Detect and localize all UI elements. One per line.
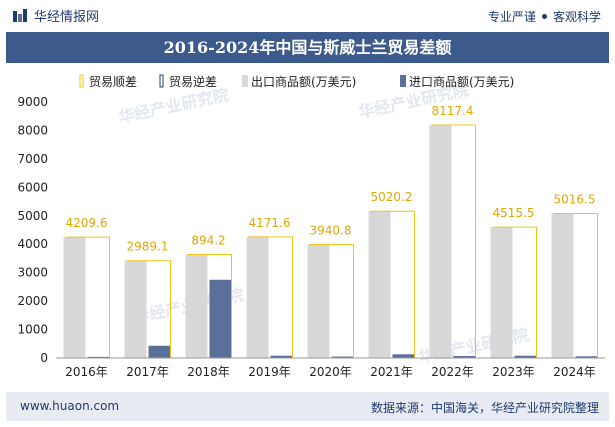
y-tick-label: 9000 xyxy=(17,95,48,109)
surplus-bar xyxy=(492,226,537,358)
x-tick-label: 2018年 xyxy=(187,365,230,379)
import-bar xyxy=(453,356,476,358)
import-bar xyxy=(270,355,293,358)
data-label: 894.2 xyxy=(191,233,225,247)
x-tick-label: 2021年 xyxy=(370,365,413,379)
x-tick-label: 2019年 xyxy=(248,365,291,379)
data-label: 8117.4 xyxy=(432,104,474,118)
data-label: 4515.5 xyxy=(493,206,535,220)
y-tick-label: 4000 xyxy=(17,237,48,251)
export-bar xyxy=(246,236,269,358)
x-tick-label: 2022年 xyxy=(431,365,474,379)
dot-icon xyxy=(541,14,547,19)
import-bar xyxy=(209,279,232,358)
surplus-bar xyxy=(370,210,415,358)
legend-swatch-surplus xyxy=(79,74,84,88)
x-tick-label: 2016年 xyxy=(65,365,108,379)
x-tick-label: 2023年 xyxy=(492,365,535,379)
footer-source: 数据来源：中国海关，华经产业研究院整理 xyxy=(370,401,599,415)
legend-label-surplus: 贸易顺差 xyxy=(89,75,137,89)
y-tick-label: 1000 xyxy=(17,323,48,337)
export-bar xyxy=(185,254,208,358)
watermark-0: 华经产业研究院 xyxy=(117,85,231,127)
tagline: 专业严谨 客观科学 xyxy=(488,8,601,25)
export-bar xyxy=(551,213,574,358)
chart-title: 2016-2024年中国与斯威士兰贸易差额 xyxy=(6,32,609,63)
legend-swatch-deficit xyxy=(159,74,164,88)
brand[interactable]: 华经情报网 xyxy=(12,6,99,25)
data-label: 4209.6 xyxy=(66,216,108,230)
y-tick-label: 7000 xyxy=(17,152,48,166)
surplus-bar xyxy=(65,236,110,358)
import-bar xyxy=(575,356,598,358)
legend-swatch-import xyxy=(400,75,406,87)
x-tick-label: 2017年 xyxy=(126,365,169,379)
import-bar xyxy=(392,354,415,358)
x-tick-label: 2020年 xyxy=(309,365,352,379)
export-bar xyxy=(490,227,513,358)
import-bar xyxy=(331,356,354,358)
data-label: 5016.5 xyxy=(554,193,596,207)
y-tick-label: 0 xyxy=(40,351,48,365)
bar-logo-icon xyxy=(13,8,27,22)
data-label: 4171.6 xyxy=(249,216,291,230)
tagline-left: 专业严谨 xyxy=(487,10,536,24)
y-tick-label: 6000 xyxy=(17,180,48,194)
export-bar xyxy=(307,244,330,358)
data-label: 5020.2 xyxy=(371,190,413,204)
y-tick-label: 5000 xyxy=(17,209,48,223)
export-bar xyxy=(124,260,147,358)
data-label: 3940.8 xyxy=(310,224,352,238)
legend-swatch-export xyxy=(242,75,248,87)
y-tick-label: 8000 xyxy=(17,123,48,137)
top-bar: 华经情报网 专业严谨 客观科学 xyxy=(0,0,615,32)
bar-chart: 华经产业研究院华经产业研究院华经产业研究院华经产业研究院贸易顺差贸易逆差出口商品… xyxy=(17,74,605,379)
brand-name: 华经情报网 xyxy=(34,10,100,25)
export-bar xyxy=(429,125,452,358)
import-bar xyxy=(148,345,171,358)
data-label: 2989.1 xyxy=(127,240,169,254)
surplus-bar xyxy=(187,253,232,358)
surplus-bar xyxy=(309,244,354,358)
footer: www.huaon.com 数据来源：中国海关，华经产业研究院整理 xyxy=(6,392,609,421)
legend-label-deficit: 贸易逆差 xyxy=(169,74,217,89)
surplus-bar xyxy=(431,124,476,358)
export-bar xyxy=(63,237,86,358)
tagline-right: 客观科学 xyxy=(552,10,601,24)
footer-website-link[interactable]: www.huaon.com xyxy=(20,399,120,413)
export-bar xyxy=(368,211,391,358)
surplus-bar xyxy=(553,213,598,358)
legend-label-import: 进口商品额(万美元) xyxy=(409,74,514,89)
import-bar xyxy=(87,356,110,358)
y-tick-label: 3000 xyxy=(17,266,48,280)
import-bar xyxy=(514,355,537,358)
y-tick-label: 2000 xyxy=(17,294,48,308)
legend-label-export: 出口商品额(万美元) xyxy=(251,74,356,89)
x-tick-label: 2024年 xyxy=(553,365,596,379)
surplus-bar xyxy=(126,260,171,358)
surplus-bar xyxy=(248,236,293,358)
